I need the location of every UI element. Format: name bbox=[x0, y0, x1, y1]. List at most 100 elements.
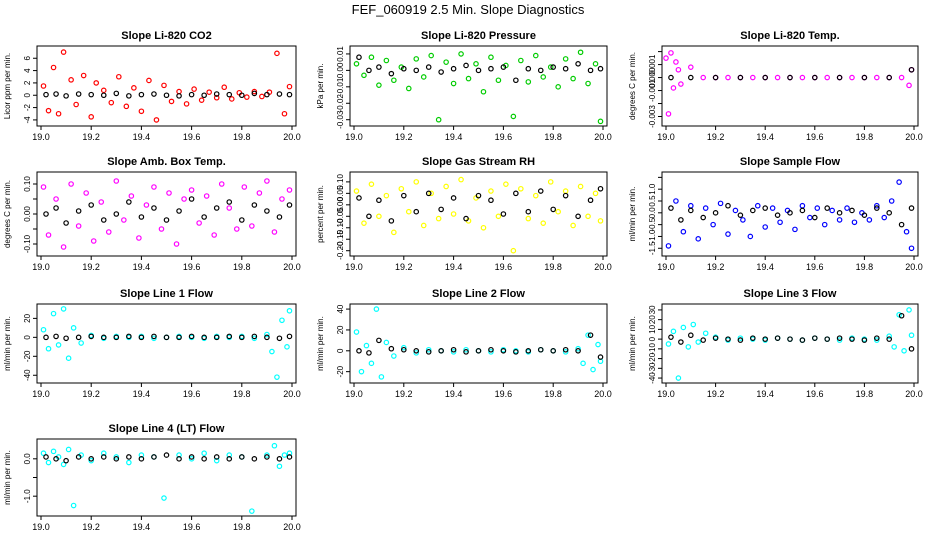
y-tick-label: 4 bbox=[23, 68, 32, 73]
data-point bbox=[353, 60, 360, 67]
data-point bbox=[906, 307, 912, 313]
data-point bbox=[249, 508, 255, 514]
data-point bbox=[60, 49, 67, 55]
data-point bbox=[191, 86, 197, 92]
data-point bbox=[532, 192, 539, 199]
x-tick-label: 19.8 bbox=[544, 389, 562, 399]
data-point bbox=[368, 360, 375, 367]
data-point bbox=[100, 450, 107, 457]
plot-frame bbox=[36, 303, 297, 384]
data-point bbox=[562, 65, 569, 72]
series-2.5-min bbox=[356, 185, 604, 224]
data-point bbox=[510, 247, 517, 254]
data-point bbox=[405, 85, 412, 92]
plot-frame bbox=[349, 303, 608, 384]
x-tick-label: 19.6 bbox=[183, 132, 201, 142]
x-tick-label: 19.4 bbox=[756, 132, 774, 142]
data-point bbox=[276, 456, 283, 462]
data-point bbox=[213, 91, 220, 97]
data-point bbox=[271, 229, 278, 235]
data-point bbox=[361, 220, 367, 226]
x-tick-label: 19.0 bbox=[345, 389, 363, 399]
data-point bbox=[849, 74, 855, 81]
data-point bbox=[213, 457, 220, 464]
data-point bbox=[488, 197, 494, 204]
data-point bbox=[712, 335, 719, 341]
x-tick-label: 19.2 bbox=[707, 389, 725, 399]
y-axis-label: ml/min per min. bbox=[3, 316, 12, 371]
data-point bbox=[844, 205, 850, 211]
data-point bbox=[908, 205, 915, 211]
data-point bbox=[400, 346, 407, 353]
data-point bbox=[286, 454, 293, 460]
data-point bbox=[836, 74, 843, 81]
data-point bbox=[886, 333, 893, 340]
x-tick-label: 19.4 bbox=[133, 389, 151, 399]
data-point bbox=[458, 176, 464, 183]
data-point bbox=[886, 336, 893, 342]
data-point bbox=[100, 334, 107, 341]
data-point bbox=[774, 74, 781, 81]
data-point bbox=[836, 337, 843, 343]
x-tick-label: 19.0 bbox=[345, 262, 363, 272]
data-point bbox=[388, 70, 395, 77]
data-point bbox=[587, 67, 594, 74]
y-tick-label: 6 bbox=[23, 55, 32, 60]
data-point bbox=[597, 218, 604, 224]
data-point bbox=[158, 226, 165, 232]
data-point bbox=[532, 52, 539, 59]
data-point bbox=[525, 79, 532, 85]
y-tick-label: -0.10 bbox=[336, 218, 345, 237]
x-tick-label: 19.2 bbox=[395, 389, 413, 399]
data-point bbox=[450, 65, 457, 72]
data-point bbox=[376, 64, 382, 70]
data-point bbox=[405, 208, 412, 215]
data-point bbox=[908, 346, 915, 352]
data-point bbox=[226, 333, 233, 340]
data-point bbox=[540, 220, 547, 226]
chart-title: Slope Li-820 Pressure bbox=[421, 30, 536, 42]
data-point bbox=[500, 347, 507, 354]
series-all bbox=[353, 49, 604, 125]
y-tick-label: -0.5 bbox=[648, 217, 657, 231]
data-point bbox=[65, 446, 72, 453]
data-point bbox=[264, 454, 270, 460]
data-point bbox=[286, 91, 293, 98]
chart-title: Slope Amb. Box Temp. bbox=[107, 156, 226, 168]
data-point bbox=[376, 82, 382, 88]
data-point bbox=[891, 344, 897, 350]
data-point bbox=[80, 72, 87, 79]
x-tick-label: 19.0 bbox=[345, 132, 363, 142]
plot-frame bbox=[36, 171, 297, 257]
data-point bbox=[221, 84, 228, 91]
data-point bbox=[725, 74, 731, 81]
data-point bbox=[108, 99, 115, 106]
x-tick-label: 19.0 bbox=[657, 389, 675, 399]
data-point bbox=[510, 113, 517, 120]
series-2.5-min bbox=[668, 312, 915, 352]
y-tick-label: -40 bbox=[648, 372, 657, 384]
data-point bbox=[587, 197, 594, 204]
data-point bbox=[836, 217, 843, 223]
data-point bbox=[873, 205, 880, 211]
x-tick-label: 20.0 bbox=[594, 132, 612, 142]
data-point bbox=[55, 110, 62, 117]
data-point bbox=[525, 208, 532, 215]
data-point bbox=[737, 335, 744, 341]
x-tick-label: 19.8 bbox=[233, 132, 251, 142]
data-point bbox=[138, 214, 145, 220]
data-point bbox=[75, 91, 82, 97]
data-point bbox=[63, 457, 69, 464]
data-point bbox=[264, 208, 270, 214]
y-tick-label: -1.5 bbox=[648, 241, 657, 255]
data-point bbox=[555, 208, 561, 215]
data-point bbox=[281, 452, 288, 458]
data-point bbox=[188, 454, 195, 460]
y-tick-label: -1.0 bbox=[23, 489, 32, 503]
data-point bbox=[475, 347, 482, 354]
data-point bbox=[525, 347, 532, 354]
series-all bbox=[663, 50, 915, 117]
data-point bbox=[836, 210, 843, 216]
data-point bbox=[585, 80, 591, 87]
